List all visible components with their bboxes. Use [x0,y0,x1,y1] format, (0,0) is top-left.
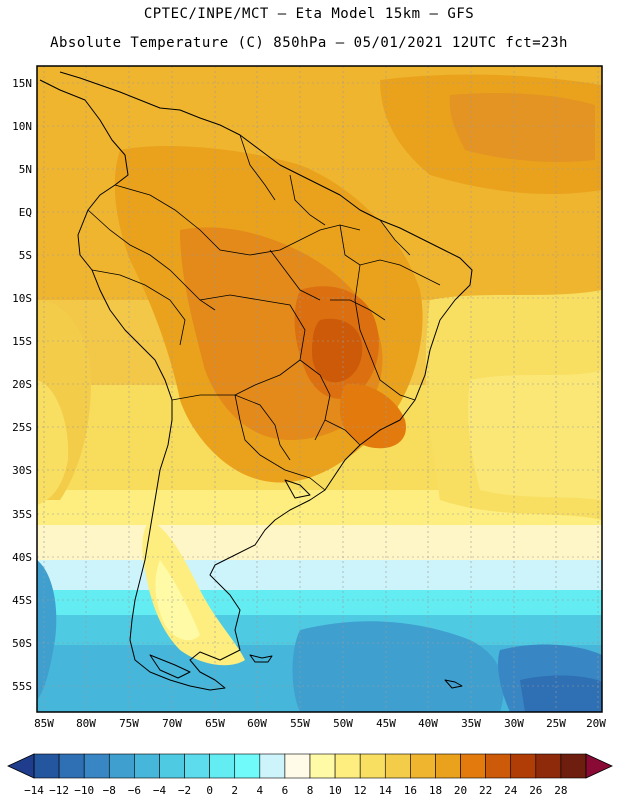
colorbar-low-arrow [7,753,35,779]
country-borders [87,134,441,491]
colorbar-cell [359,753,386,779]
lon-label: 25W [546,717,566,730]
colorbar-cell [460,753,486,779]
colorbar-label: −2 [178,784,191,797]
colorbar-cell [309,753,336,779]
coastline [39,71,473,691]
map-title-line-2: Absolute Temperature (C) 850hPa – 05/01/… [50,35,568,51]
colorbar-label: 0 [206,784,213,797]
lat-label: 10S [12,292,32,305]
colorbar-cell [184,753,210,779]
colorbar-label: 22 [479,784,492,797]
colorbar-cell [410,753,436,779]
colorbar-cell [58,753,85,779]
colorbar-label: −8 [103,784,116,797]
lat-label: 55S [12,680,32,693]
colorbar-cell [33,753,60,779]
lon-label: 35W [461,717,481,730]
colorbar-label: 6 [282,784,289,797]
lat-label: 35S [12,508,32,521]
lon-label: 45W [376,717,396,730]
colorbar-cell [134,753,160,779]
colorbar-cell [159,753,185,779]
colorbar-cell [334,753,361,779]
lon-label: 85W [34,717,54,730]
lat-label: 5N [19,163,32,176]
lat-label: 45S [12,594,32,607]
latitude-axis: 15N 10N 5N EQ 5S 10S 15S 20S 25S 30S 35S… [12,77,32,693]
colorbar-cell [234,753,261,779]
colorbar-label: 24 [504,784,518,797]
lon-label: 40W [418,717,438,730]
colorbar-label: −14 [24,784,44,797]
colorbar-label: 10 [328,784,341,797]
colorbar-cell [485,753,512,779]
lon-label: 80W [76,717,96,730]
colorbar-label: 2 [231,784,238,797]
lat-label: 25S [12,421,32,434]
lat-label: EQ [19,206,32,219]
lat-label: 40S [12,551,32,564]
lon-label: 75W [119,717,139,730]
graticule [37,66,602,712]
colorbar-label: 8 [307,784,314,797]
colorbar-cell [259,753,286,779]
lat-label: 15N [12,77,32,90]
map-title-line-1: CPTEC/INPE/MCT – Eta Model 15km – GFS [143,6,475,22]
lon-label: 50W [333,717,353,730]
lon-label: 70W [162,717,182,730]
lat-label: 5S [19,249,32,262]
colorbar-cell [284,753,311,779]
colorbar-label: 26 [529,784,542,797]
longitude-axis: 85W 80W 75W 70W 65W 60W 55W 50W 45W 40W … [34,717,606,730]
colorbar-label: 20 [454,784,467,797]
colorbar-label: 4 [257,784,264,797]
lon-label: 20W [586,717,606,730]
lat-label: 50S [12,637,32,650]
colorbar-label: 16 [404,784,417,797]
colorbar-label: 28 [554,784,567,797]
colorbar-cell [209,753,236,779]
lat-label: 15S [12,335,32,348]
colorbar-label: 14 [379,784,393,797]
lon-label: 30W [504,717,524,730]
colorbar-label: 12 [354,784,367,797]
colorbar-cell [435,753,461,779]
colorbar-cell [83,753,110,779]
temperature-field [37,66,602,712]
colorbar-cell [560,753,587,779]
colorbar-cell [510,753,537,779]
colorbar-label: −4 [153,784,167,797]
lon-label: 60W [247,717,267,730]
colorbar-label: −10 [74,784,94,797]
colorbar-cell [384,753,411,779]
colorbar-cell [535,753,562,779]
lon-label: 55W [290,717,310,730]
lat-label: 30S [12,464,32,477]
map-frame [36,65,603,713]
color-scale-bar: −14 −12 −10 −8 −6 −4 −2 0 2 4 6 8 10 12 14 16 18 20 22 24 26… [7,753,613,797]
colorbar-cell [108,753,135,779]
lon-label: 65W [205,717,225,730]
lat-label: 20S [12,378,32,391]
colorbar-label: −6 [128,784,141,797]
colorbar-label: 18 [429,784,442,797]
colorbar-label: −12 [49,784,69,797]
colorbar-high-arrow [585,753,613,779]
lat-label: 10N [12,120,32,133]
